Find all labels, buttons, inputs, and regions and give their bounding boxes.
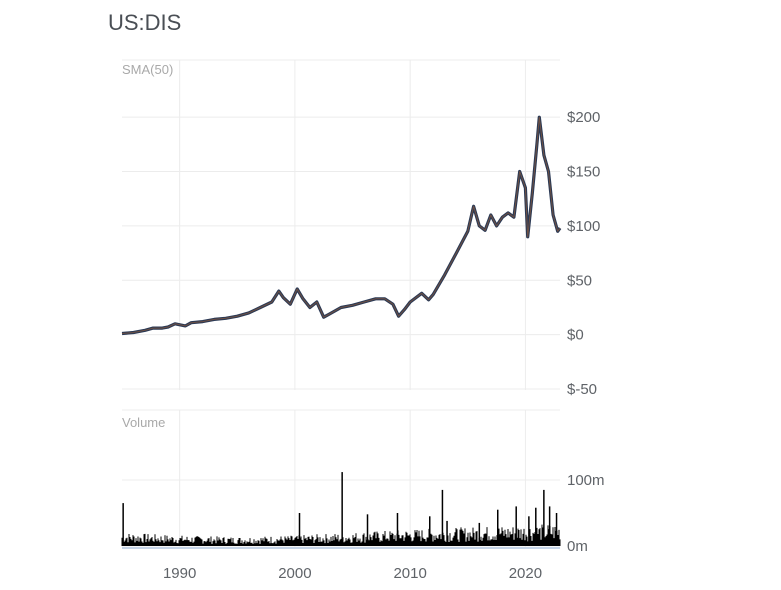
price-y-tick-label: $150 [567, 164, 600, 181]
x-tick-label: 1990 [163, 565, 196, 582]
volume-panel: Volume 100m 0m [121, 409, 605, 555]
volume-y-tick-label: 100m [567, 472, 605, 489]
sma-overlay-line [121, 116, 561, 334]
volume-panel-label: Volume [122, 415, 165, 430]
price-series-line [121, 115, 562, 336]
x-tick-label: 2010 [393, 565, 426, 582]
price-panel-label: SMA(50) [122, 62, 173, 77]
price-y-tick-label: $-50 [567, 381, 597, 398]
price-y-tick-label: $0 [567, 327, 584, 344]
price-y-tick-label: $100 [567, 218, 600, 235]
price-panel: SMA(50) $200 $150 $100 $50 $0 $-50 [121, 59, 600, 398]
volume-y-tick-label: 0m [567, 538, 588, 555]
chart-title: US:DIS [108, 10, 182, 35]
price-y-tick-label: $200 [567, 109, 600, 126]
x-axis: 1990 2000 2010 2020 [163, 565, 542, 582]
x-tick-label: 2000 [278, 565, 311, 582]
price-y-tick-label: $50 [567, 272, 592, 289]
x-tick-label: 2020 [509, 565, 542, 582]
